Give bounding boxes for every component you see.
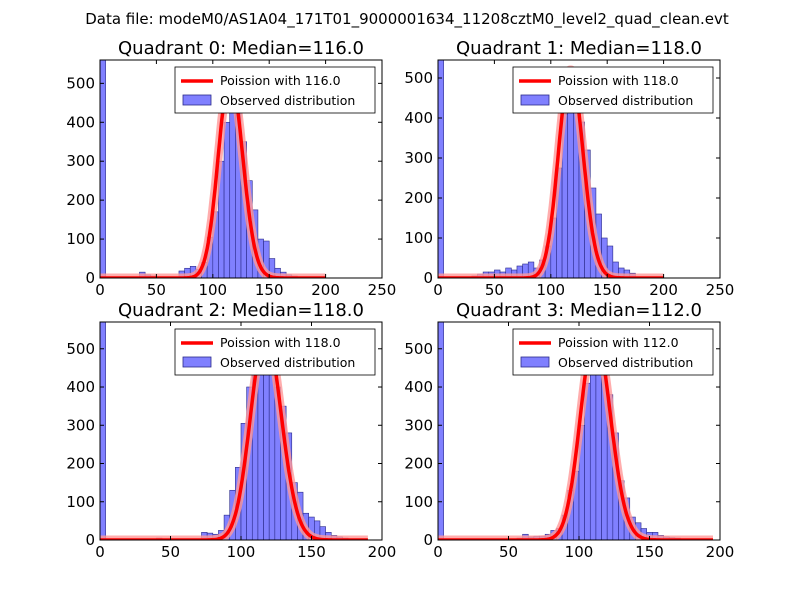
histogram-bar xyxy=(223,121,231,278)
legend-bar-swatch xyxy=(182,356,212,368)
legend-label-poisson: Poission with 118.0 xyxy=(558,73,679,88)
y-tick-label: 500 xyxy=(66,74,95,92)
x-tick-label: 200 xyxy=(311,281,340,299)
y-tick-label: 200 xyxy=(404,455,433,473)
y-tick-label: 300 xyxy=(404,416,433,434)
x-tick-label: 100 xyxy=(227,543,256,561)
legend-bar-swatch xyxy=(520,356,550,368)
y-tick-label: 300 xyxy=(66,416,95,434)
x-tick-label: 0 xyxy=(433,543,443,561)
y-tick-label: 300 xyxy=(404,149,433,167)
x-tick-label: 100 xyxy=(565,543,594,561)
x-tick-label: 250 xyxy=(368,281,397,299)
legend-label-poisson: Poission with 112.0 xyxy=(558,335,679,350)
quadrant-1-plot: 0 50 100 150 200 250 0 100 200 300 400 500 Quadrant … xyxy=(404,38,734,299)
legend-label-poisson: Poission with 118.0 xyxy=(220,335,341,350)
plot-title: Quadrant 2: Median=118.0 xyxy=(118,300,364,321)
y-tick-label: 200 xyxy=(66,191,95,209)
y-tick-label: 100 xyxy=(66,493,95,511)
y-tick-label: 0 xyxy=(85,269,95,287)
y-tick-label: 500 xyxy=(404,69,433,87)
y-tick-label: 500 xyxy=(404,340,433,358)
poisson-curve xyxy=(438,68,665,278)
poisson-curve xyxy=(100,73,327,278)
legend-label-poisson: Poission with 116.0 xyxy=(220,73,341,88)
figure-title: Data file: modeM0/AS1A04_171T01_90000016… xyxy=(85,10,729,29)
histogram-bar xyxy=(589,371,597,540)
plot-area xyxy=(100,60,329,278)
legend-box xyxy=(512,66,714,114)
y-tick-label: 0 xyxy=(85,531,95,549)
y-tick-label: 0 xyxy=(423,269,433,287)
histogram-bar xyxy=(229,104,236,278)
quadrant-0-plot: 0 50 100 150 200 250 0 100 200 300 400 500 Quadrant … xyxy=(66,38,396,299)
plot-title: Quadrant 0: Median=116.0 xyxy=(118,38,364,59)
histogram-bar xyxy=(100,322,106,540)
y-tick-label: 400 xyxy=(404,378,433,396)
y-tick-label: 500 xyxy=(66,340,95,358)
poisson-curve xyxy=(438,331,714,540)
x-tick-label: 50 xyxy=(161,543,180,561)
legend-bar-swatch xyxy=(520,94,550,106)
legend: Poission with 118.0 Observed distribution xyxy=(512,66,714,114)
x-tick-label: 50 xyxy=(499,543,518,561)
y-tick-label: 200 xyxy=(66,455,95,473)
y-tick-label: 100 xyxy=(404,493,433,511)
histogram-bar xyxy=(438,322,444,540)
x-tick-label: 0 xyxy=(95,543,105,561)
legend-label-observed: Observed distribution xyxy=(220,93,355,108)
legend-label-observed: Observed distribution xyxy=(558,355,693,370)
y-tick-label: 400 xyxy=(66,113,95,131)
x-tick-label: 150 xyxy=(255,281,284,299)
y-tick-label: 300 xyxy=(66,152,95,170)
histogram-bar xyxy=(438,60,444,278)
y-tick-label: 100 xyxy=(66,230,95,248)
x-tick-label: 150 xyxy=(635,543,664,561)
y-tick-label: 400 xyxy=(404,109,433,127)
histogram-bar xyxy=(100,60,106,278)
y-tick-label: 200 xyxy=(404,189,433,207)
legend-label-observed: Observed distribution xyxy=(220,355,355,370)
plot-frame xyxy=(437,59,721,279)
histogram-bar xyxy=(567,97,574,278)
plot-grid: 0 50 100 150 200 2500100200300400500Quadrant … xyxy=(66,38,734,561)
legend: Poission with 118.0 Observed distribution xyxy=(174,328,376,376)
legend-label-observed: Observed distribution xyxy=(558,93,693,108)
x-tick-label: 200 xyxy=(706,543,735,561)
y-tick-label: 100 xyxy=(404,229,433,247)
x-tick-label: 100 xyxy=(198,281,227,299)
y-tick-label: 0 xyxy=(423,531,433,549)
y-tick-label: 400 xyxy=(66,378,95,396)
histogram-bar xyxy=(595,363,602,540)
plot-frame xyxy=(99,59,383,279)
plot-title: Quadrant 1: Median=118.0 xyxy=(456,38,702,59)
x-tick-label: 200 xyxy=(649,281,678,299)
x-tick-label: 0 xyxy=(433,281,443,299)
x-tick-label: 100 xyxy=(536,281,565,299)
x-tick-label: 250 xyxy=(706,281,735,299)
legend-bar-swatch xyxy=(182,94,212,106)
x-tick-label: 150 xyxy=(297,543,326,561)
plot-title: Quadrant 3: Median=112.0 xyxy=(456,300,702,321)
quadrant-3-plot: 0 50 100 150 200 0 100 200 300 400 500 Quadrant 3: … xyxy=(404,300,734,561)
legend: Poission with 116.0 Observed distribution xyxy=(174,66,376,114)
quadrant-2-plot: 0 50 100 150 200 0 100 200 300 400 500 Quadrant 2: … xyxy=(66,300,396,561)
histogram-bar xyxy=(263,359,270,540)
legend: Poission with 112.0 Observed distribution xyxy=(512,328,714,376)
histogram-bar xyxy=(257,363,264,540)
x-tick-label: 50 xyxy=(485,281,504,299)
x-tick-label: 150 xyxy=(593,281,622,299)
x-tick-label: 200 xyxy=(368,543,397,561)
x-tick-label: 0 xyxy=(95,281,105,299)
x-tick-label: 50 xyxy=(147,281,166,299)
